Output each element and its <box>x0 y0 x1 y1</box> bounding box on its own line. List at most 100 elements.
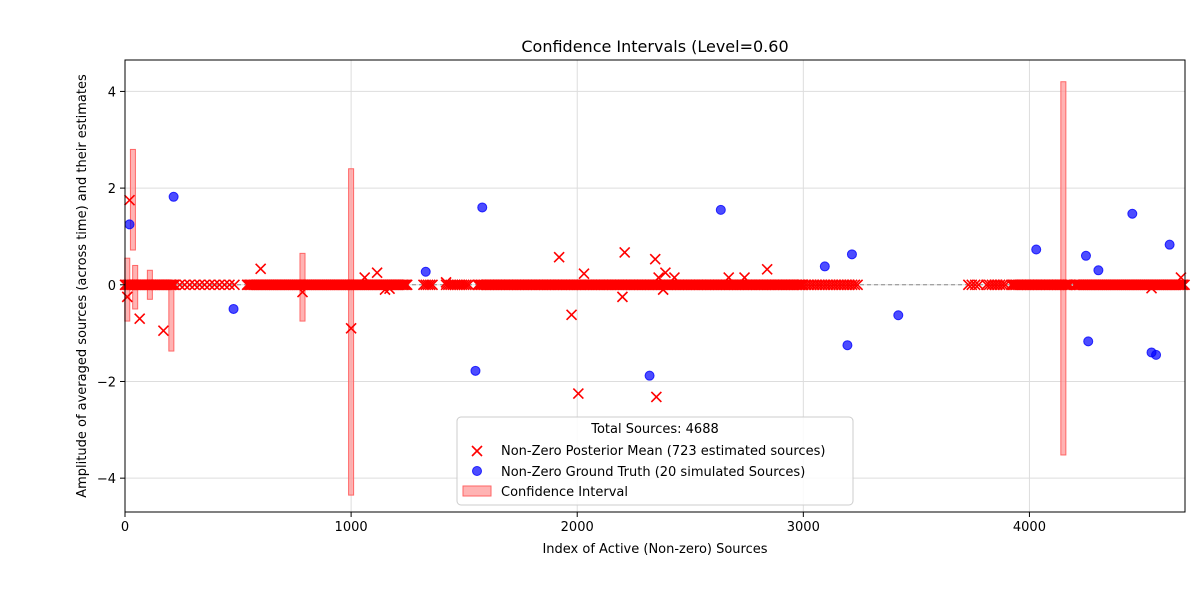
confidence-interval-bar <box>348 168 355 496</box>
legend-entry-ground-truth: Non-Zero Ground Truth (20 simulated Sour… <box>501 465 805 480</box>
y-tick-label: 4 <box>108 85 116 100</box>
posterior-mean-point <box>189 279 201 291</box>
posterior-mean-point <box>460 279 472 291</box>
posterior-mean-point <box>838 279 850 291</box>
posterior-mean-point <box>819 279 831 291</box>
posterior-mean-point <box>296 286 309 298</box>
posterior-mean-point <box>203 279 216 291</box>
posterior-mean-point <box>134 313 146 325</box>
posterior-mean-point <box>811 279 823 291</box>
posterior-mean-point <box>1177 279 1189 291</box>
posterior-mean-point <box>1175 271 1187 284</box>
ground-truth-point <box>1164 239 1175 250</box>
posterior-mean-point <box>852 279 864 291</box>
legend-title: Total Sources: 4688 <box>590 422 719 437</box>
posterior-mean-point <box>983 279 995 291</box>
posterior-mean-point <box>841 279 853 291</box>
posterior-mean-point <box>649 253 661 265</box>
ground-truth-point <box>819 261 830 272</box>
posterior-mean-point <box>255 263 267 275</box>
posterior-mean-point <box>565 309 578 321</box>
posterior-mean-point <box>843 279 856 291</box>
posterior-mean-point <box>827 279 839 291</box>
ground-truth-point <box>1083 336 1094 347</box>
posterior-mean-point <box>401 279 413 291</box>
posterior-mean-point <box>379 284 391 296</box>
posterior-mean-point <box>816 279 828 291</box>
y-tick-label: 0 <box>108 279 116 294</box>
posterior-mean-point <box>121 291 133 303</box>
posterior-mean-point <box>165 279 177 291</box>
tick-layer: 0 1000 2000 3000 4000 −4 −2 0 2 4 <box>97 85 1046 535</box>
posterior-mean-point <box>397 279 409 291</box>
posterior-mean-point <box>426 279 439 291</box>
posterior-mean-point <box>422 279 434 291</box>
posterior-mean-point <box>1061 279 1073 291</box>
confidence-interval-bar <box>129 148 136 251</box>
confidence-interval-bar <box>1060 81 1067 456</box>
ground-truth-point <box>842 340 853 351</box>
posterior-mean-point <box>668 271 681 284</box>
posterior-mean-point <box>578 268 590 280</box>
ground-truth-point <box>420 266 431 277</box>
posterior-mean-layer <box>119 194 1191 403</box>
posterior-mean-point <box>371 267 383 279</box>
posterior-mean-point <box>1145 282 1158 294</box>
posterior-mean-point <box>808 279 820 291</box>
legend-entry-confidence-interval: Confidence Interval <box>501 485 628 500</box>
posterior-mean-point <box>359 271 371 284</box>
posterior-mean-point <box>572 387 584 400</box>
legend-entry-posterior-mean: Non-Zero Posterior Mean (723 estimated s… <box>501 444 825 459</box>
posterior-mean-point <box>657 284 669 296</box>
legend: Total Sources: 4688 Non-Zero Posterior M… <box>456 416 854 506</box>
x-axis-label: Index of Active (Non-zero) Sources <box>542 542 767 557</box>
ground-truth-point <box>893 310 904 321</box>
posterior-mean-point <box>179 279 191 291</box>
posterior-mean-point <box>833 279 845 291</box>
posterior-mean-point <box>213 279 226 291</box>
posterior-mean-point <box>814 279 826 291</box>
posterior-mean-point <box>800 279 812 291</box>
legend-marker-patch <box>462 485 492 497</box>
ground-truth-point <box>470 365 481 376</box>
posterior-mean-point <box>345 322 357 334</box>
posterior-mean-point <box>1173 279 1185 291</box>
posterior-mean-point <box>972 279 985 291</box>
posterior-mean-point <box>424 279 436 291</box>
posterior-mean-point <box>228 279 241 291</box>
posterior-mean-point <box>659 267 671 279</box>
posterior-mean-point <box>997 279 1009 291</box>
posterior-mean-point <box>849 279 861 291</box>
ground-truth-point <box>1031 244 1042 255</box>
posterior-mean-point <box>553 251 565 263</box>
ground-truth-point <box>228 303 239 314</box>
ground-truth-point <box>1093 265 1104 276</box>
posterior-mean-point <box>218 279 231 291</box>
x-tick-label: 1000 <box>335 520 368 535</box>
posterior-mean-point <box>1059 279 1071 291</box>
posterior-mean-point <box>835 279 847 291</box>
x-tick-label: 0 <box>121 520 129 535</box>
y-tick-label: 2 <box>108 182 116 197</box>
ground-truth-layer <box>124 191 1175 381</box>
posterior-mean-point <box>174 279 186 291</box>
x-tick-label: 2000 <box>561 520 594 535</box>
posterior-mean-point <box>723 271 735 284</box>
ground-truth-point <box>644 370 655 381</box>
posterior-mean-point <box>991 279 1003 291</box>
axes-layer <box>124 59 1186 513</box>
posterior-mean-point <box>463 279 475 291</box>
posterior-mean-point <box>396 279 408 291</box>
posterior-mean-point <box>208 279 221 291</box>
ground-truth-point <box>846 249 857 260</box>
posterior-mean-point <box>822 279 834 291</box>
legend-box <box>456 416 854 506</box>
posterior-mean-point <box>653 271 665 284</box>
ground-truth-point <box>168 191 179 202</box>
posterior-mean-point <box>980 279 993 291</box>
posterior-mean-point <box>194 279 206 291</box>
posterior-mean-point <box>616 291 629 303</box>
legend-marker-x <box>471 445 483 457</box>
posterior-mean-point <box>619 246 631 258</box>
